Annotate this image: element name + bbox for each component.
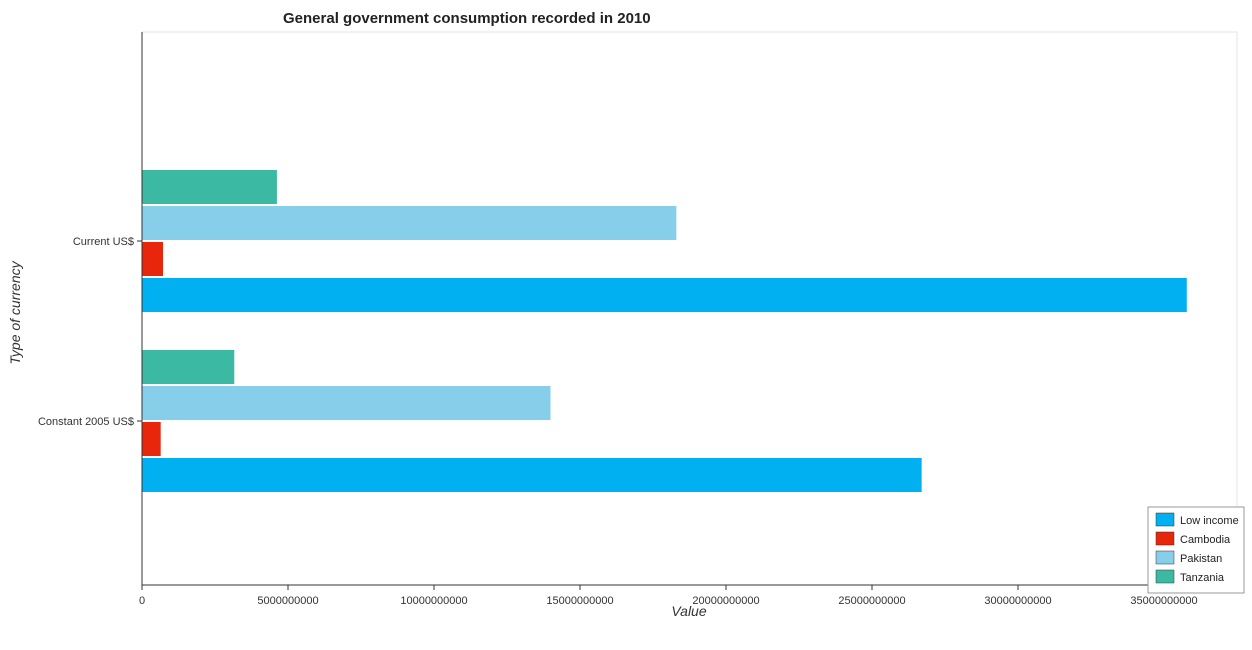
legend-swatch-pakistan xyxy=(1155,550,1175,565)
x-tick-label: 25000000000 xyxy=(838,595,905,607)
y-ticks: Constant 2005 US$ Current US$ xyxy=(38,236,142,428)
bar-tanzania-current-us xyxy=(142,170,277,204)
x-axis-label: Value xyxy=(671,603,707,619)
bar-low-income-current-us xyxy=(142,278,1187,312)
y-tick-label: Constant 2005 US$ xyxy=(38,416,134,428)
x-tick-label: 10000000000 xyxy=(400,595,467,607)
legend-swatch-tanzania xyxy=(1155,569,1175,584)
x-tick-label: 30000000000 xyxy=(984,595,1051,607)
bar-low-income-constant-2005-us xyxy=(142,458,922,492)
bar-pakistan-current-us xyxy=(142,206,677,240)
y-tick-label: Current US$ xyxy=(73,236,134,248)
x-tick-label: 35000000000 xyxy=(1130,595,1197,607)
legend: Low income Cambodia Pakistan Tanzania xyxy=(1147,506,1245,594)
legend-swatch-low-income xyxy=(1155,512,1175,527)
legend-label-low-income: Low income xyxy=(1180,515,1239,527)
x-ticks: 0 5000000000 10000000000 15000000000 2000000… xyxy=(139,585,1198,607)
y-axis-label: Type of currency xyxy=(7,260,23,364)
bar-cambodia-constant-2005-us xyxy=(142,422,161,456)
x-tick-label: 20000000000 xyxy=(692,595,759,607)
bars xyxy=(142,170,1187,492)
chart-title: General government consumption recorded … xyxy=(283,10,651,27)
legend-swatch-cambodia xyxy=(1155,531,1175,546)
legend-label-tanzania: Tanzania xyxy=(1180,572,1225,584)
x-tick-label: 5000000000 xyxy=(257,595,318,607)
legend-label-pakistan: Pakistan xyxy=(1180,553,1222,565)
bar-tanzania-constant-2005-us xyxy=(142,350,235,384)
bar-cambodia-current-us xyxy=(142,242,164,276)
x-tick-label: 15000000000 xyxy=(546,595,613,607)
legend-label-cambodia: Cambodia xyxy=(1180,534,1231,546)
x-tick-label: 0 xyxy=(139,595,145,607)
bar-pakistan-constant-2005-us xyxy=(142,386,551,420)
